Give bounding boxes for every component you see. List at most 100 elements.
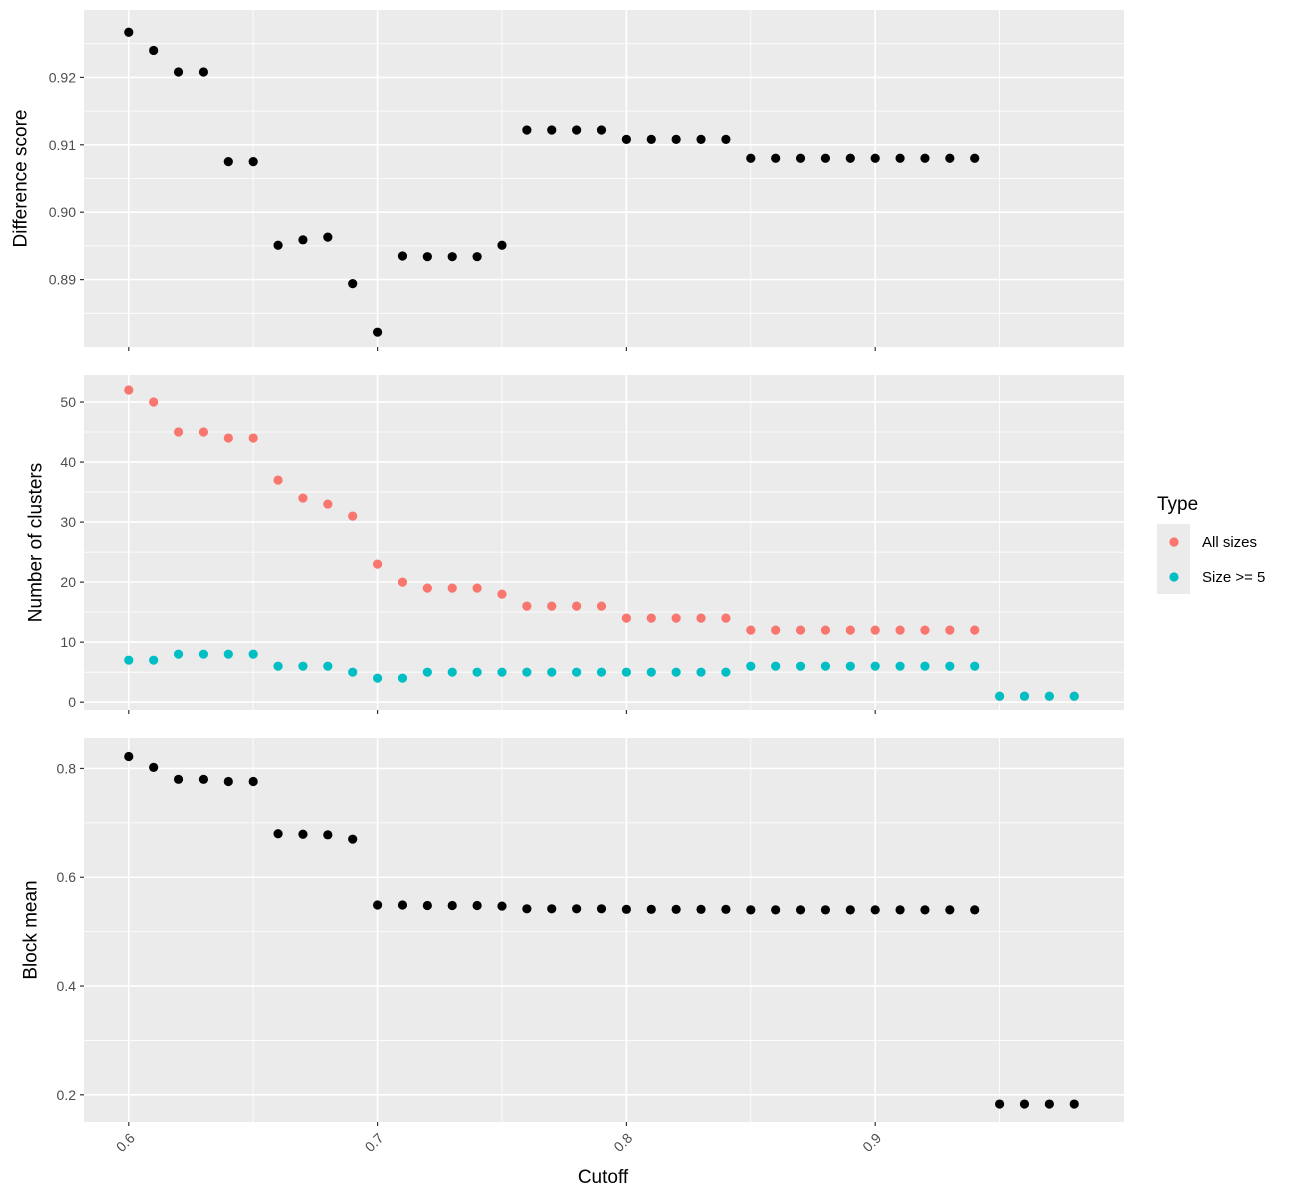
data-point — [1019, 1099, 1030, 1109]
data-point — [696, 667, 706, 677]
data-point — [746, 625, 756, 635]
data-point — [895, 661, 905, 671]
data-point — [621, 667, 631, 677]
x-tick-label: 0.6 — [113, 1130, 138, 1155]
data-point — [472, 900, 482, 911]
data-point — [422, 583, 432, 593]
data-point — [497, 589, 507, 599]
data-point — [621, 134, 631, 145]
data-point — [895, 153, 905, 163]
data-point — [771, 153, 781, 163]
data-point — [522, 904, 532, 914]
y-axis-title: Difference score — [11, 110, 32, 248]
data-point — [596, 904, 607, 914]
data-point — [298, 661, 308, 671]
y-tick-label: 0 — [68, 694, 76, 710]
y-tick-label: 40 — [60, 454, 76, 470]
panel-background — [84, 375, 1124, 710]
data-point — [447, 900, 457, 911]
data-point — [348, 834, 358, 844]
data-point — [372, 673, 383, 683]
data-point — [124, 751, 134, 762]
y-tick-label: 0.2 — [57, 1087, 77, 1103]
panel-3: 0.2 0.4 0.6 0.8 0.6 0.7 0.8 0.9 Block mean — [21, 738, 1124, 1155]
data-point — [522, 125, 532, 135]
data-point — [621, 613, 631, 623]
data-point — [273, 829, 283, 839]
data-point — [497, 240, 507, 250]
data-point — [323, 661, 333, 671]
data-point — [870, 153, 880, 163]
y-tick-label: 0.8 — [57, 760, 77, 776]
data-point — [149, 655, 159, 665]
data-point — [795, 625, 806, 635]
data-point — [397, 577, 408, 587]
data-point — [522, 601, 532, 611]
data-point — [970, 625, 980, 635]
data-point — [348, 279, 358, 289]
y-tick-label: 0.4 — [57, 978, 77, 994]
data-point — [945, 153, 955, 163]
data-point — [223, 157, 233, 167]
data-point — [397, 251, 408, 261]
legend-key — [1169, 572, 1179, 582]
data-point — [248, 433, 258, 443]
data-point — [746, 905, 756, 915]
data-point — [646, 667, 656, 677]
data-point — [223, 649, 233, 659]
y-tick-label: 30 — [60, 514, 76, 530]
panel-2: 0 10 20 30 40 50 Number of clusters — [26, 375, 1124, 714]
data-point — [820, 625, 831, 635]
data-point — [721, 613, 731, 623]
data-point — [870, 905, 880, 915]
x-axis-title: Cutoff — [578, 1167, 629, 1188]
data-point — [298, 829, 308, 839]
data-point — [248, 649, 258, 659]
data-point — [895, 625, 905, 635]
data-point — [472, 252, 482, 262]
data-point — [945, 905, 955, 915]
panel-background — [84, 738, 1124, 1122]
x-tick-label: 0.8 — [610, 1130, 635, 1155]
data-point — [198, 67, 209, 77]
data-point — [845, 153, 855, 163]
data-point — [895, 905, 905, 915]
data-point — [870, 661, 880, 671]
data-point — [173, 67, 184, 77]
data-point — [223, 433, 233, 443]
data-point — [795, 661, 806, 671]
y-tick-label: 0.90 — [49, 204, 76, 220]
data-point — [845, 905, 855, 915]
data-point — [497, 667, 507, 677]
data-point — [173, 427, 184, 437]
data-point — [696, 613, 706, 623]
data-point — [372, 559, 383, 569]
data-point — [771, 905, 781, 915]
data-point — [522, 667, 532, 677]
data-point — [422, 667, 432, 677]
y-tick-label: 0.91 — [49, 137, 76, 153]
data-point — [596, 125, 607, 135]
y-tick-label: 10 — [60, 634, 76, 650]
data-point — [348, 667, 358, 677]
data-point — [646, 904, 656, 914]
data-point — [124, 655, 134, 665]
y-tick-label: 0.6 — [57, 869, 77, 885]
data-point — [547, 601, 557, 611]
data-point — [572, 125, 582, 135]
data-point — [771, 625, 781, 635]
legend-label: All sizes — [1202, 534, 1257, 551]
y-tick-label: 20 — [60, 574, 76, 590]
data-point — [572, 601, 582, 611]
data-point — [746, 153, 756, 163]
data-point — [820, 661, 831, 671]
data-point — [198, 427, 209, 437]
legend-title: Type — [1157, 494, 1198, 515]
data-point — [447, 667, 457, 677]
data-point — [198, 774, 209, 784]
data-point — [920, 905, 930, 915]
series-1 — [124, 751, 1079, 1109]
data-point — [572, 667, 582, 677]
y-axis-title: Number of clusters — [26, 463, 47, 622]
